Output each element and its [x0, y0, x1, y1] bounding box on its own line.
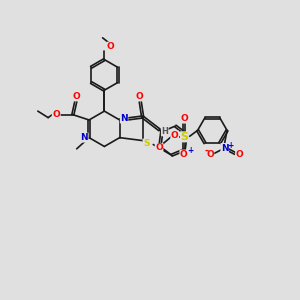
Text: N: N	[80, 133, 88, 142]
Text: O: O	[180, 150, 188, 159]
Text: O: O	[236, 150, 243, 159]
Text: O: O	[171, 131, 178, 140]
Text: S: S	[180, 132, 188, 142]
Text: O: O	[181, 114, 188, 123]
Text: S: S	[143, 139, 149, 148]
Text: O: O	[52, 110, 60, 118]
Text: O: O	[155, 143, 163, 152]
Text: +: +	[188, 146, 194, 155]
Text: O: O	[107, 42, 115, 51]
Text: O: O	[206, 150, 214, 159]
Text: O: O	[136, 92, 144, 101]
Text: -: -	[204, 146, 208, 156]
Text: N: N	[120, 114, 128, 123]
Text: O: O	[73, 92, 80, 101]
Text: N: N	[221, 143, 229, 152]
Text: H: H	[161, 127, 168, 136]
Text: +: +	[227, 141, 233, 150]
